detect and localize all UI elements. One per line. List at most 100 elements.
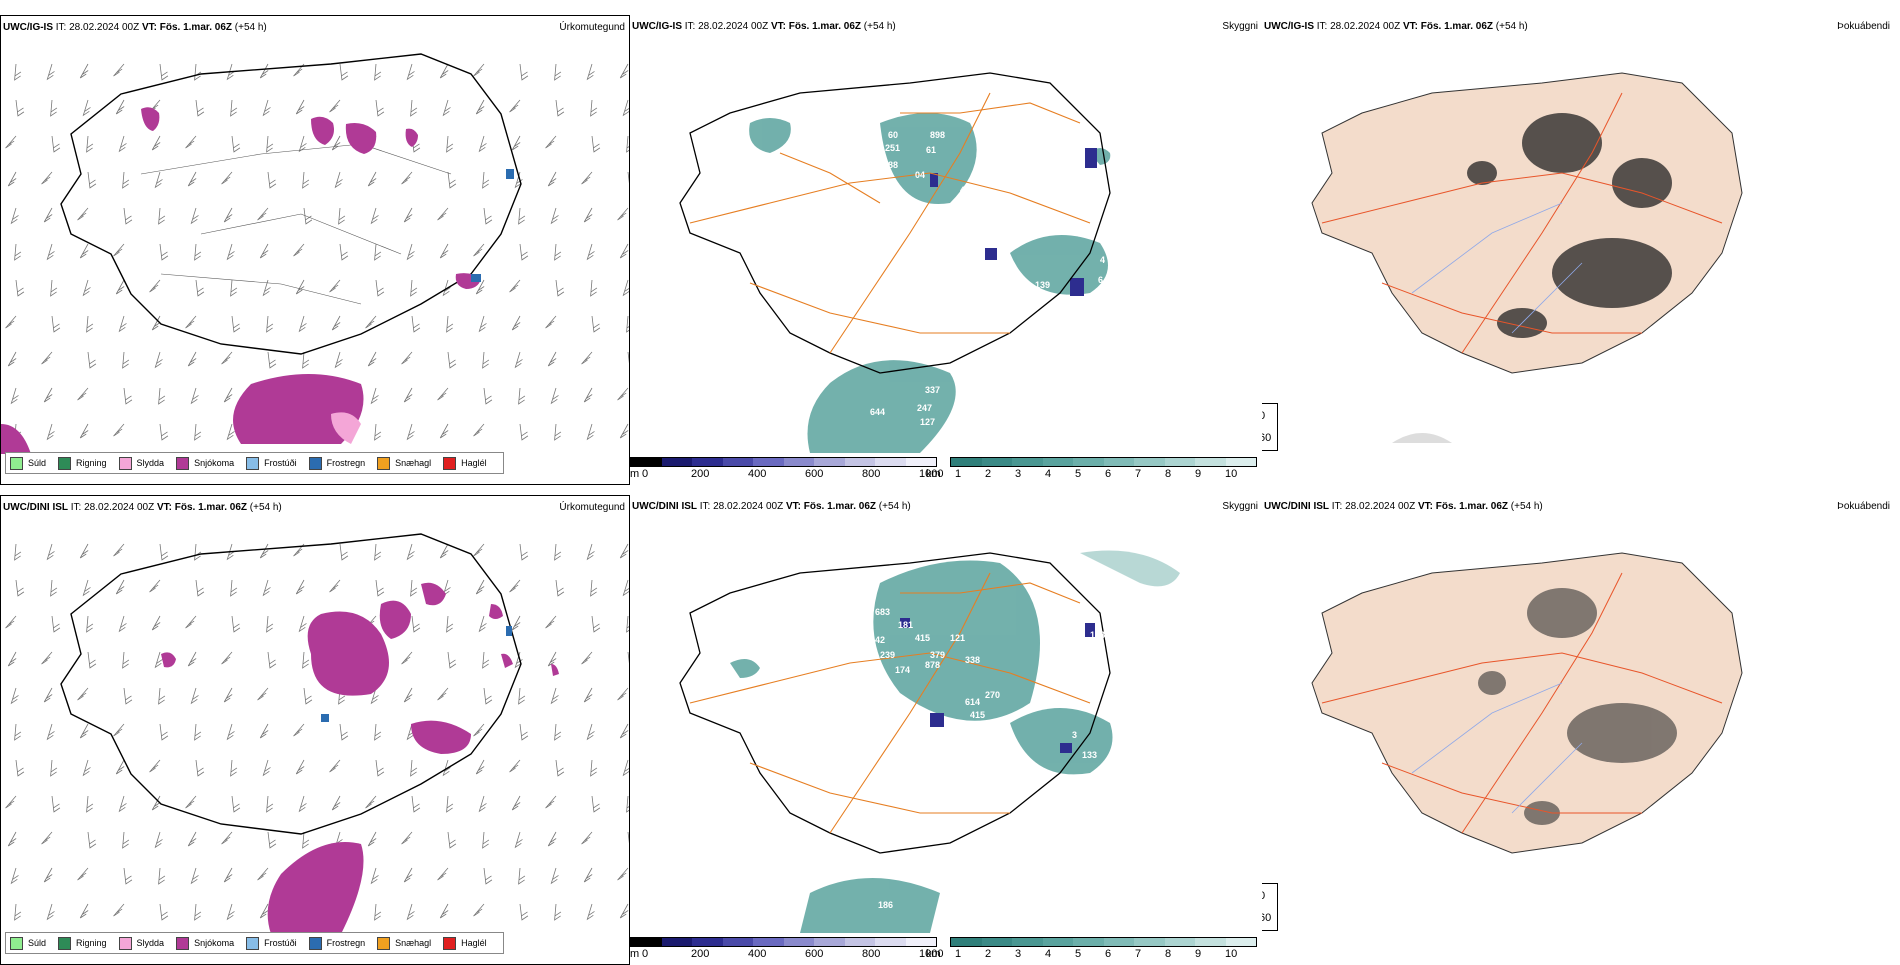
wind-barb xyxy=(437,207,449,221)
wind-barb xyxy=(267,171,277,189)
wind-barb xyxy=(113,243,125,257)
ceiling-visibility-scale: m 0 200 400 600 800 1000 km 1 2 3 4 5 6 7 8 9 10 xyxy=(630,937,1260,965)
wind-barb xyxy=(41,171,53,185)
wind-barbs xyxy=(5,63,629,441)
wind-barb xyxy=(43,387,53,403)
wind-barb xyxy=(262,99,271,117)
wind-barb xyxy=(303,207,313,225)
wind-barb xyxy=(406,423,415,441)
wind-barb xyxy=(221,651,233,665)
legend-label: Slydda xyxy=(136,938,165,948)
wind-barb xyxy=(302,831,310,849)
legend-label: Haglél xyxy=(461,458,487,468)
wind-barb xyxy=(151,615,161,631)
legend-item: Frostregn xyxy=(308,456,365,470)
wind-barb xyxy=(581,651,593,665)
legend-swatch xyxy=(246,456,260,470)
wind-barb xyxy=(7,831,17,847)
wind-barb xyxy=(231,795,241,813)
wind-barb xyxy=(302,651,310,669)
visibility-colorbar xyxy=(950,457,1257,467)
wind-barb xyxy=(14,723,22,741)
wind-barb xyxy=(617,687,629,701)
wind-barb xyxy=(554,723,562,741)
wind-barb xyxy=(46,423,55,441)
wind-barb xyxy=(115,99,125,115)
wind-barb xyxy=(295,279,305,295)
wind-barb xyxy=(511,795,521,811)
wind-barb xyxy=(187,171,197,187)
visibility-tick-label: 6 xyxy=(1105,468,1112,480)
wind-barb xyxy=(447,651,457,669)
wind-barb xyxy=(519,243,529,261)
ceiling-value-label: 415 xyxy=(970,710,985,720)
ceiling-value-label: 644 xyxy=(870,407,885,417)
legend-item: Snæhagl xyxy=(377,936,431,950)
wind-barb xyxy=(545,615,557,629)
precip-type-panel-top: UWC/IG-IS IT: 28.02.2024 00Z VT: Fös. 1.… xyxy=(0,15,630,485)
visibility-tick-label: 8 xyxy=(1165,468,1172,480)
wind-barb xyxy=(118,315,127,333)
wind-barb xyxy=(302,171,310,189)
ceiling-value-label: 04 xyxy=(915,170,925,180)
wind-barb xyxy=(622,99,629,117)
ceiling-value-label: 139 xyxy=(1035,280,1050,290)
legend-item: Frostúði xyxy=(246,936,297,950)
wind-barb xyxy=(149,759,161,773)
wind-barb xyxy=(483,687,493,705)
wind-barb xyxy=(627,351,629,364)
wind-barb xyxy=(590,579,598,597)
wind-barb xyxy=(195,279,205,297)
wind-barb xyxy=(14,243,22,261)
wind-barb xyxy=(5,135,17,149)
wind-barb xyxy=(50,99,58,117)
wind-barb xyxy=(622,279,629,297)
ceiling-value-label: 20 xyxy=(1060,155,1070,165)
wind-barb xyxy=(403,207,413,223)
wind-barb xyxy=(375,579,385,597)
fog-legend-label: 60 xyxy=(1262,432,1272,444)
wind-barb xyxy=(550,867,559,885)
wind-barb xyxy=(113,63,125,77)
wind-barb xyxy=(403,387,413,403)
wind-barb xyxy=(87,651,97,669)
ceiling-value-label: 337 xyxy=(925,385,940,395)
wind-barb xyxy=(583,687,593,703)
ceiling-value-label: 251 xyxy=(885,143,900,153)
wind-barb xyxy=(231,615,241,633)
wind-barb xyxy=(403,867,413,883)
legend-item: Rigning xyxy=(58,456,107,470)
wind-barb xyxy=(113,723,125,737)
wind-barb xyxy=(547,351,557,367)
panel-title: UWC/DINI ISL IT: 28.02.2024 00Z VT: Fös.… xyxy=(3,502,282,513)
wind-barb xyxy=(446,795,454,813)
wind-barb xyxy=(586,903,595,921)
wind-barb xyxy=(473,543,485,557)
wind-barb xyxy=(262,279,271,297)
wind-barb xyxy=(374,423,382,441)
wind-barb xyxy=(545,135,557,149)
wind-barb xyxy=(41,651,53,665)
visibility-tick-label: 10 xyxy=(1225,468,1238,480)
ceiling-value-label: 415 xyxy=(915,633,930,643)
wind-barb xyxy=(190,207,199,225)
wind-barb xyxy=(619,63,629,79)
ceiling-tick-label: 800 xyxy=(862,468,881,480)
wind-barb xyxy=(446,315,454,333)
wind-barb xyxy=(447,831,457,849)
wind-barb xyxy=(554,903,562,921)
wind-barb xyxy=(401,831,413,845)
ceiling-value-label: 247 xyxy=(917,403,932,413)
wind-barb xyxy=(555,279,565,297)
wind-barb xyxy=(519,903,529,921)
precip-legend: Súld Rigning Slydda Snjókoma Frostúði Frostre… xyxy=(5,932,504,954)
wind-barb xyxy=(158,207,166,225)
wind-barb xyxy=(370,387,379,405)
ceiling-tick-label: 400 xyxy=(748,468,767,480)
wind-barb xyxy=(403,687,413,703)
fog-index-panel-bottom: UWC/DINI ISL IT: 28.02.2024 00Z VT: Fös.… xyxy=(1262,495,1892,965)
wind-barb xyxy=(79,63,89,79)
wind-barb xyxy=(303,687,313,705)
wind-barb xyxy=(77,387,89,401)
